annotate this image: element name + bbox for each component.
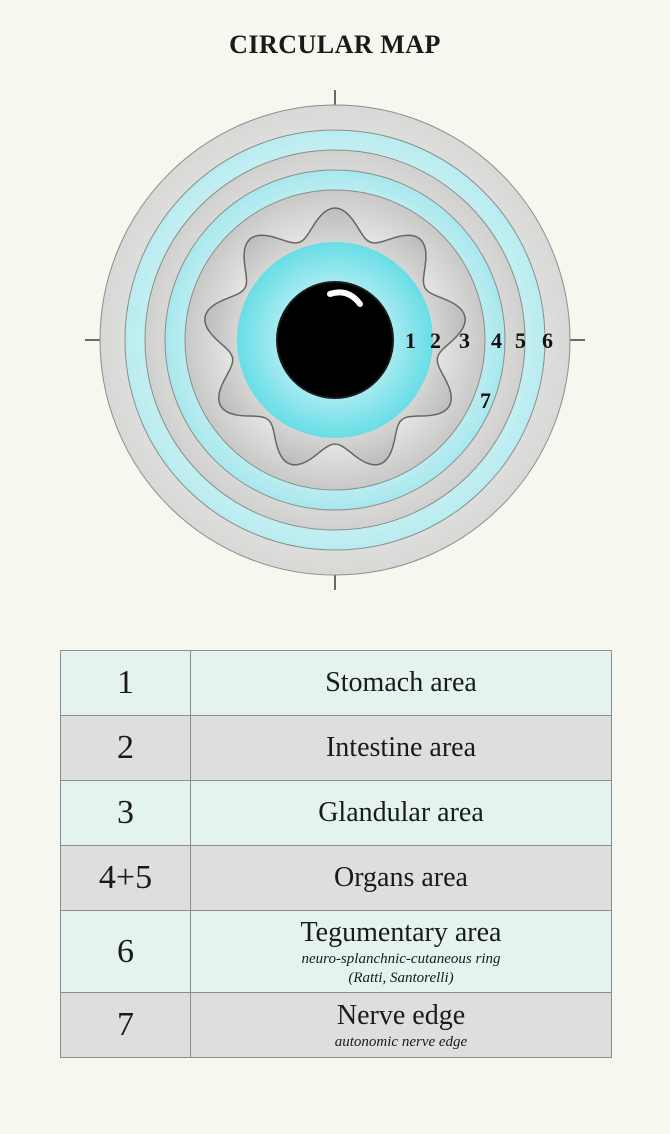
row-number: 7 (61, 993, 191, 1057)
ring-label-6: 6 (542, 328, 553, 353)
table-row: 7 Nerve edge autonomic nerve edge (61, 993, 611, 1057)
row-description: Intestine area (191, 716, 611, 780)
row-number: 6 (61, 911, 191, 992)
row-desc-main: Intestine area (326, 732, 476, 764)
row-description: Nerve edge autonomic nerve edge (191, 993, 611, 1057)
row-description: Organs area (191, 846, 611, 910)
table-row: 1 Stomach area (61, 651, 611, 716)
table-row: 3 Glandular area (61, 781, 611, 846)
table-row: 2 Intestine area (61, 716, 611, 781)
circular-diagram: 123456 7 (85, 90, 585, 590)
ring-label-7: 7 (480, 388, 491, 413)
page: CIRCULAR MAP 1234567 1Stomach area2Intes… (0, 0, 670, 1134)
row-number: 1 (61, 651, 191, 715)
row-desc-main: Glandular area (318, 797, 484, 829)
row-description: Glandular area (191, 781, 611, 845)
ring-label-5: 5 (515, 328, 526, 353)
ring-label-1: 1 (405, 328, 416, 353)
row-desc-sub1: neuro-splanchnic-cutaneous ring (302, 951, 501, 968)
row-desc-sub2: (Ratti, Santorelli) (348, 970, 453, 987)
row-description: Tegumentary area neuro-splanchnic-cutaneo… (191, 911, 611, 992)
row-number: 2 (61, 716, 191, 780)
row-number: 4+5 (61, 846, 191, 910)
ring-label-4: 4 (491, 328, 502, 353)
row-desc-main: Nerve edge (337, 1000, 465, 1032)
page-title: CIRCULAR MAP (0, 30, 670, 60)
ring-label-2: 2 (430, 328, 441, 353)
row-desc-sub1: autonomic nerve edge (335, 1034, 467, 1051)
ring-label-3: 3 (459, 328, 470, 353)
row-desc-main: Tegumentary area (301, 917, 502, 949)
row-desc-main: Stomach area (325, 667, 477, 699)
row-number: 3 (61, 781, 191, 845)
row-desc-main: Organs area (334, 862, 468, 894)
table-row: 6 Tegumentary area neuro-splanchnic-cutane… (61, 911, 611, 993)
legend-table: 1 Stomach area 2 Intestine area 3 Glandular a… (60, 650, 612, 1058)
row-description: Stomach area (191, 651, 611, 715)
table-row: 4+5 Organs area (61, 846, 611, 911)
